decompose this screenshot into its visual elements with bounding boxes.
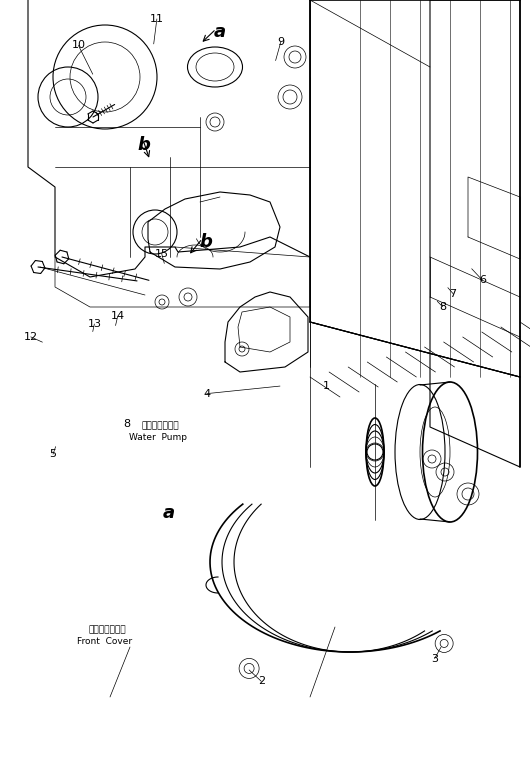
Text: 7: 7 [449,288,457,299]
Text: Water  Pump: Water Pump [129,433,187,442]
Text: b: b [138,136,151,154]
Text: b: b [199,233,212,251]
Text: 5: 5 [49,449,57,459]
Text: 9: 9 [277,36,285,47]
Text: 8: 8 [439,301,446,312]
Text: 2: 2 [258,676,265,687]
Text: ウォータポンプ: ウォータポンプ [142,421,179,430]
Text: 11: 11 [150,14,164,24]
Text: 10: 10 [72,40,85,51]
Text: 13: 13 [87,319,101,329]
Text: フロントカバー: フロントカバー [89,625,126,634]
Text: 15: 15 [155,248,169,259]
Text: 3: 3 [431,653,438,664]
Text: a: a [163,504,174,522]
Text: 8: 8 [123,419,131,429]
Text: 12: 12 [24,332,38,342]
Text: 14: 14 [111,311,125,322]
Text: a: a [214,23,226,41]
Text: 6: 6 [479,275,486,285]
Text: 4: 4 [203,388,210,399]
Text: Front  Cover: Front Cover [77,637,132,646]
Text: 1: 1 [322,381,330,391]
